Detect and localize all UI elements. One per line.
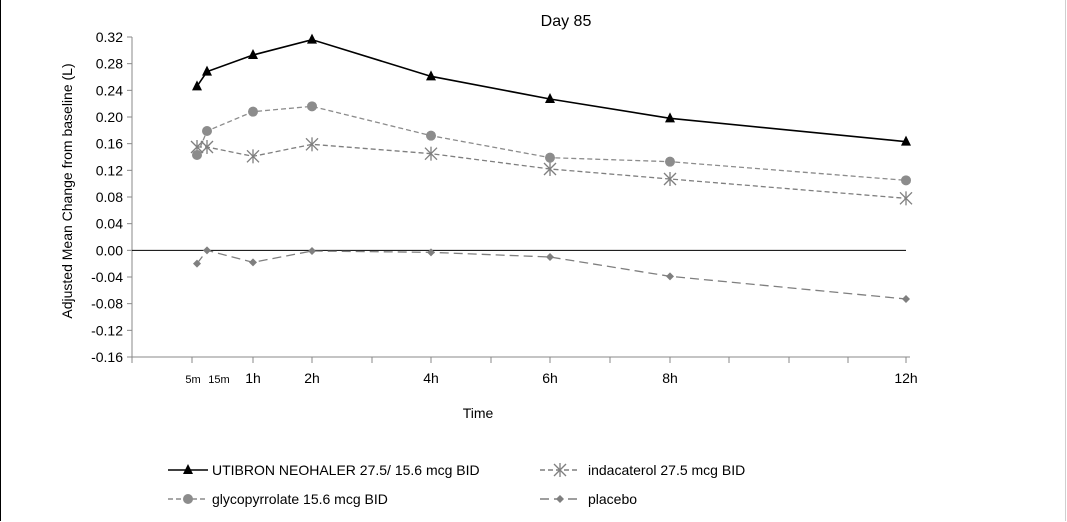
legend-marker xyxy=(553,463,567,477)
y-tick-label: 0.16 xyxy=(96,136,123,152)
series-line xyxy=(196,249,907,300)
x-tick-label: 8h xyxy=(662,370,678,386)
data-point xyxy=(305,137,319,152)
data-point xyxy=(426,70,436,81)
legend-label: UTIBRON NEOHALER 27.5/ 15.6 mcg BID xyxy=(212,462,480,478)
data-point xyxy=(248,49,258,59)
data-point xyxy=(202,65,212,76)
data-point xyxy=(901,135,911,146)
x-tick-label: 6h xyxy=(542,370,558,386)
data-point xyxy=(308,247,316,255)
y-tick-label: 0.04 xyxy=(96,216,123,232)
data-point xyxy=(203,246,211,255)
series-line xyxy=(197,143,907,199)
legend-label: indacaterol 27.5 mcg BID xyxy=(588,462,745,478)
data-point xyxy=(902,295,910,303)
y-tick-label: 0.28 xyxy=(96,56,123,72)
y-axis-label: Adjusted Mean Change from baseline (L) xyxy=(59,63,75,318)
data-point xyxy=(307,33,317,44)
series-line xyxy=(196,38,907,143)
data-point xyxy=(248,106,258,117)
y-tick-label: 0.20 xyxy=(96,109,123,125)
y-tick-label: 0.32 xyxy=(96,29,123,45)
chart-title: Day 85 xyxy=(541,13,592,30)
legend-label: glycopyrrolate 15.6 mcg BID xyxy=(212,491,388,507)
data-point xyxy=(545,152,555,163)
x-tick-label: 2h xyxy=(304,370,320,386)
data-point xyxy=(665,156,675,167)
y-tick-label: 0.08 xyxy=(96,189,123,205)
data-point xyxy=(192,80,202,91)
data-point xyxy=(899,191,913,206)
data-point xyxy=(901,175,911,186)
data-point xyxy=(666,272,674,281)
series-line xyxy=(196,105,907,181)
data-point xyxy=(545,93,555,103)
series-0 xyxy=(192,33,911,146)
legend-marker xyxy=(183,464,193,474)
legend: UTIBRON NEOHALER 27.5/ 15.6 mcg BID indac… xyxy=(168,462,745,507)
x-tick-label: 15m xyxy=(208,374,229,386)
data-point xyxy=(202,126,212,136)
x-tick-label: 5m xyxy=(185,374,200,386)
axes: 0.32 0.28 0.24 0.20 0.16 0.12 0.08 0.04 0.00 -0.0… xyxy=(91,29,918,386)
x-tick-label: 4h xyxy=(423,370,439,386)
y-tick-label: -0.16 xyxy=(91,349,123,365)
data-point xyxy=(426,130,436,141)
data-point xyxy=(663,172,677,186)
legend-item: placebo xyxy=(540,491,637,507)
data-point xyxy=(543,162,557,176)
series-2 xyxy=(192,101,911,186)
series-layer xyxy=(190,33,913,303)
data-point xyxy=(193,259,201,268)
data-point xyxy=(246,149,260,164)
y-tick-label: -0.04 xyxy=(91,269,123,285)
y-tick-label: 0.00 xyxy=(96,242,123,258)
data-point xyxy=(307,101,317,112)
legend-marker xyxy=(183,494,193,504)
legend-marker xyxy=(556,495,564,503)
x-tick-label: 12h xyxy=(894,370,917,386)
x-axis-label: Time xyxy=(463,405,494,421)
legend-item: indacaterol 27.5 mcg BID xyxy=(540,462,745,478)
series-3 xyxy=(193,246,910,303)
data-point xyxy=(546,253,554,261)
data-point xyxy=(427,248,435,257)
data-point xyxy=(192,150,202,160)
data-point xyxy=(424,146,438,161)
y-tick-label: 0.24 xyxy=(96,82,123,98)
data-point xyxy=(665,112,675,123)
y-tick-label: -0.12 xyxy=(91,322,123,338)
legend-label: placebo xyxy=(588,491,637,507)
legend-item: UTIBRON NEOHALER 27.5/ 15.6 mcg BID xyxy=(168,462,480,478)
series-1 xyxy=(190,137,913,206)
y-tick-label: -0.08 xyxy=(91,296,123,312)
data-point xyxy=(200,140,214,154)
data-point xyxy=(249,258,257,267)
legend-item: glycopyrrolate 15.6 mcg BID xyxy=(168,491,388,507)
y-tick-label: 0.12 xyxy=(96,162,123,178)
x-tick-label: 1h xyxy=(245,370,261,386)
